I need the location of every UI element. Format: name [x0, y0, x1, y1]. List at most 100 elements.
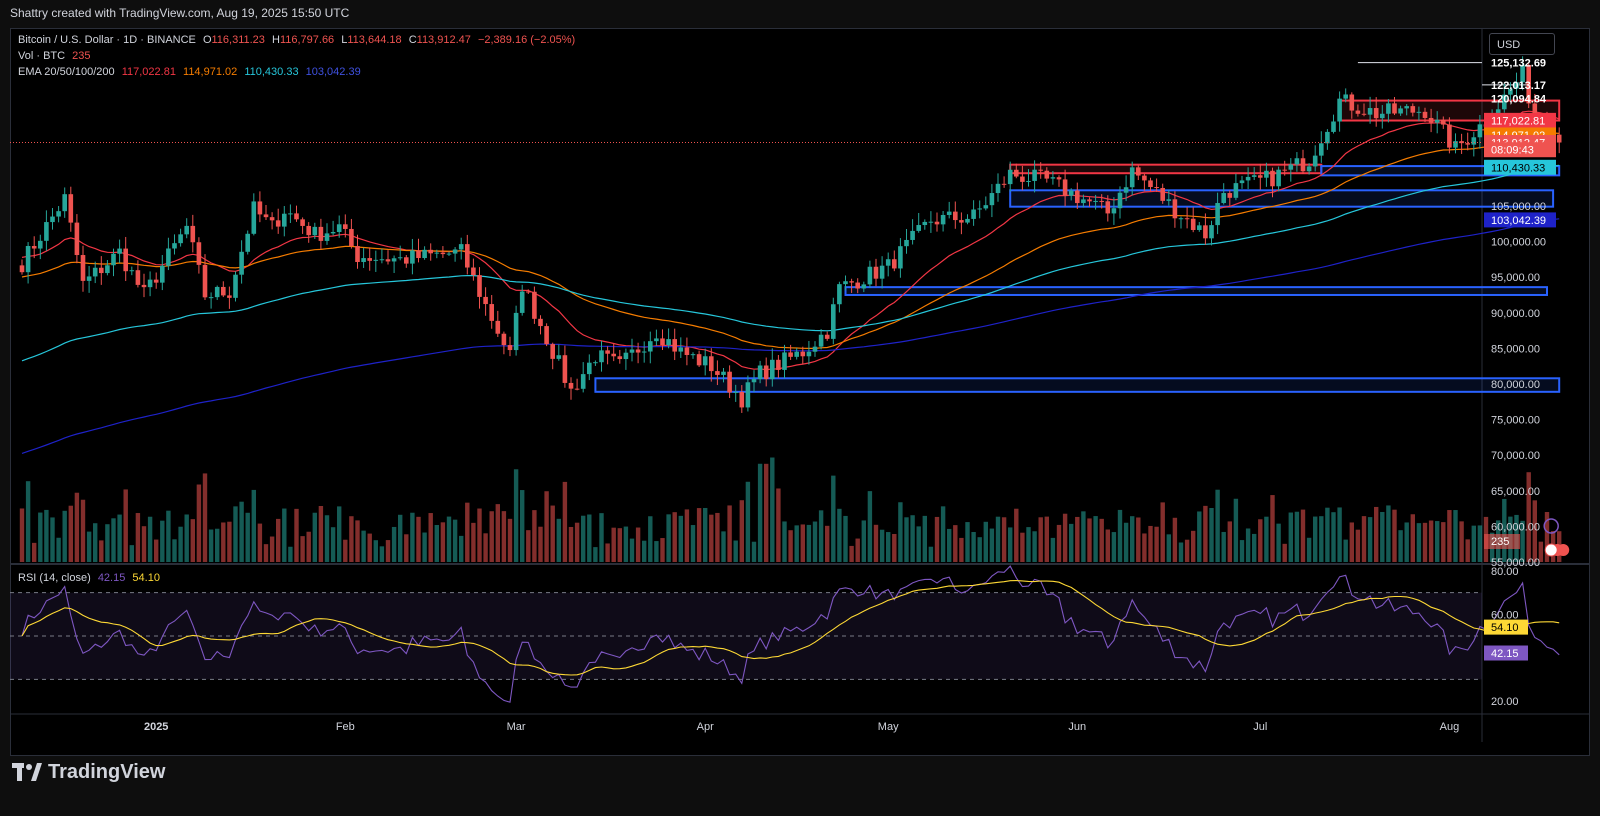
- volume-bar: [940, 506, 946, 562]
- volume-bar: [581, 515, 586, 562]
- candle-body: [721, 371, 726, 375]
- volume-bar: [666, 514, 671, 562]
- candle-body: [282, 213, 287, 227]
- symbol-name[interactable]: Bitcoin / U.S. Dollar · 1D · BINANCE: [18, 34, 196, 46]
- volume-bar: [709, 514, 714, 562]
- candle-body: [946, 211, 952, 215]
- volume-bar: [928, 546, 934, 562]
- candle-body: [1081, 199, 1086, 204]
- price-tick-label: 90,000.00: [1491, 308, 1540, 320]
- candle-body: [678, 347, 684, 352]
- candle-body: [410, 250, 415, 264]
- price-label-bg: [1484, 142, 1556, 158]
- candle-body: [1410, 106, 1416, 113]
- candle-body: [1014, 169, 1019, 177]
- ema100-value: 110,430.33: [244, 66, 299, 78]
- candle-body: [1068, 190, 1074, 196]
- candle-body: [1136, 167, 1141, 176]
- candle-body: [245, 233, 250, 252]
- volume-bar: [489, 511, 494, 562]
- volume-bar: [922, 515, 927, 562]
- volume-bar: [99, 540, 104, 562]
- volume-bar: [367, 533, 372, 562]
- candle-body: [221, 286, 226, 296]
- volume-bar: [373, 540, 378, 562]
- volume-bar: [135, 513, 141, 562]
- volume-bar: [953, 525, 958, 562]
- volume-bar: [123, 489, 128, 562]
- candle-body: [782, 352, 787, 370]
- candle-body: [544, 326, 549, 345]
- candle-body: [1258, 175, 1263, 178]
- candle-body: [806, 351, 812, 357]
- candle-body: [1386, 103, 1391, 114]
- price-label-plain: 125,132.69: [1491, 58, 1546, 70]
- candle-body: [940, 214, 946, 225]
- ema20-value: 117,022.81: [121, 66, 176, 78]
- volume-bar: [416, 516, 421, 562]
- candle-body: [1160, 187, 1165, 201]
- candle-body: [349, 228, 354, 247]
- candle-body: [1502, 94, 1507, 110]
- volume-bar: [190, 519, 195, 562]
- volume-bar: [129, 545, 134, 562]
- candle-body: [318, 226, 324, 241]
- volume-legend: Vol · BTC 235: [18, 50, 95, 62]
- volume-bar: [1191, 530, 1196, 562]
- candle-body: [1380, 113, 1385, 119]
- volume-bar: [410, 512, 415, 562]
- attribution-text: Shattry created with TradingView.com, Au…: [10, 6, 350, 20]
- candle-body: [458, 244, 464, 250]
- rsi-tick-label: 20.00: [1491, 696, 1519, 708]
- close-label: C: [408, 34, 417, 46]
- volume-bar: [825, 525, 830, 562]
- volume-bar: [611, 527, 616, 562]
- volume-bar: [1227, 521, 1232, 562]
- candle-body: [1117, 192, 1123, 209]
- volume-bar: [1056, 524, 1062, 562]
- volume-bar: [477, 508, 482, 562]
- candle-body: [312, 226, 318, 236]
- rsi-label[interactable]: RSI (14, close): [18, 572, 91, 584]
- candle-body: [1001, 183, 1007, 185]
- candle-body: [507, 345, 513, 351]
- volume-bar: [1172, 517, 1178, 562]
- candle-body: [1526, 65, 1531, 104]
- volume-bar: [642, 540, 647, 562]
- volume-label[interactable]: Vol · BTC: [18, 50, 66, 62]
- volume-bar: [1410, 514, 1415, 562]
- candle-body: [745, 382, 751, 408]
- candle-body: [1075, 190, 1080, 204]
- volume-bar: [1447, 510, 1452, 562]
- candle-body: [1288, 164, 1294, 170]
- volume-bar: [117, 514, 122, 562]
- volume-bar: [898, 502, 903, 562]
- volume-bar: [349, 516, 354, 562]
- volume-bar: [532, 510, 537, 562]
- candle-body: [446, 253, 452, 255]
- candle-body: [959, 220, 964, 223]
- volume-bar: [221, 522, 226, 562]
- volume-bar: [141, 526, 147, 562]
- volume-bar: [739, 500, 744, 562]
- candle-body: [50, 216, 55, 223]
- volume-bar: [629, 538, 635, 562]
- zone-support-5: [594, 377, 1561, 393]
- ema-label[interactable]: EMA 20/50/100/200: [18, 66, 115, 78]
- candle-body: [355, 246, 360, 263]
- tradingview-branding: TradingView: [12, 760, 165, 784]
- candle-body: [1215, 203, 1220, 226]
- volume-bar: [1288, 512, 1293, 562]
- candle-body: [867, 266, 873, 285]
- volume-bar: [1239, 540, 1245, 562]
- volume-bar: [178, 526, 183, 562]
- candle-body: [629, 349, 635, 353]
- currency-button[interactable]: USD: [1489, 33, 1555, 55]
- volume-bar: [1075, 516, 1080, 562]
- candle-body: [843, 281, 848, 285]
- candle-body: [1209, 225, 1214, 239]
- volume-bar: [1111, 532, 1117, 562]
- volume-bar: [93, 523, 98, 562]
- rsi-line: [21, 565, 1560, 703]
